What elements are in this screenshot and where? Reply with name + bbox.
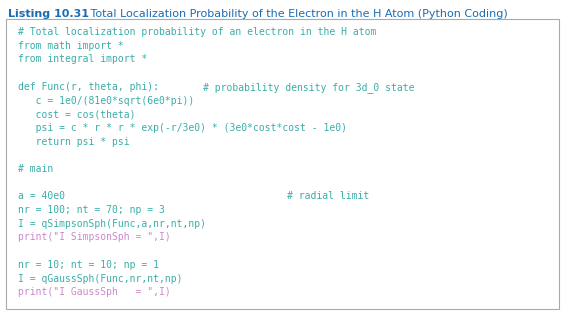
Text: nr = 10; nt = 10; np = 1: nr = 10; nt = 10; np = 1 [18,260,159,270]
Text: nr = 100; nt = 70; np = 3: nr = 100; nt = 70; np = 3 [18,205,165,215]
Text: from integral import *: from integral import * [18,54,147,64]
Text: # radial limit: # radial limit [287,192,369,201]
Text: return psi * psi: return psi * psi [18,136,130,146]
FancyBboxPatch shape [6,19,559,309]
Text: # Total localization probability of an electron in the H atom: # Total localization probability of an e… [18,27,376,37]
Text: I = qGaussSph(Func,nr,nt,np): I = qGaussSph(Func,nr,nt,np) [18,274,182,284]
Text: def Func(r, theta, phi):: def Func(r, theta, phi): [18,82,277,92]
Text: cost = cos(theta): cost = cos(theta) [18,109,135,119]
Text: c = 1e0/(81e0*sqrt(6e0*pi)): c = 1e0/(81e0*sqrt(6e0*pi)) [18,95,194,105]
Text: a = 40e0: a = 40e0 [18,192,394,201]
Text: psi = c * r * r * exp(-r/3e0) * (3e0*cost*cost - 1e0): psi = c * r * r * exp(-r/3e0) * (3e0*cos… [18,123,347,133]
Text: I = qSimpsonSph(Func,a,nr,nt,np): I = qSimpsonSph(Func,a,nr,nt,np) [18,219,206,229]
Text: # probability density for 3d_0 state: # probability density for 3d_0 state [203,82,414,93]
Text: # main: # main [18,164,53,174]
Text: print("I GaussSph   = ",I): print("I GaussSph = ",I) [18,287,171,297]
Text: Listing 10.31: Listing 10.31 [8,9,89,19]
Text: from math import *: from math import * [18,41,124,51]
Text: print("I SimpsonSph = ",I): print("I SimpsonSph = ",I) [18,233,171,243]
Text: Total Localization Probability of the Electron in the H Atom (Python Coding): Total Localization Probability of the El… [80,9,508,19]
